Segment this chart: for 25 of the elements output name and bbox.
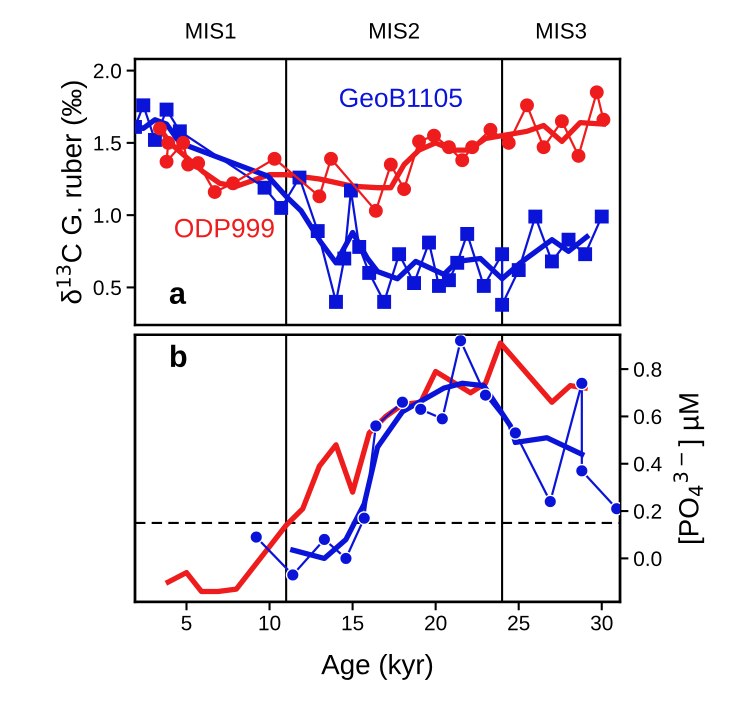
y2-tick-label: 0.6 (634, 409, 662, 424)
annotation: b (170, 344, 186, 368)
y2-axis-title: [PO$_{4}$$^{3−}$] µM (673, 394, 704, 544)
annotation: a (170, 287, 186, 304)
x-tick-label: 20 (425, 616, 446, 630)
y-axis-title: δ$^{13}$C G. ruber (‰) (56, 81, 87, 304)
y-tick-label: 0.5 (94, 280, 121, 296)
y2-tick-label: 0.8 (634, 362, 662, 377)
x-tick-label: 10 (260, 616, 280, 630)
y2-tick-label: 0.4 (634, 456, 662, 472)
y2-tick-label: 0.0 (634, 551, 662, 566)
y2-tick-label: 0.2 (634, 504, 662, 519)
x-tick-label: 30 (590, 616, 613, 630)
x-tick-label: 5 (182, 616, 192, 630)
x-tick-label: 25 (508, 616, 530, 630)
text: GeoB1105 (340, 88, 462, 108)
y-tick-label: 1.0 (94, 208, 121, 223)
y-tick-label: 1.5 (94, 136, 121, 151)
x-axis-title: Age (kyr) (321, 654, 432, 680)
text: MIS2 (370, 22, 419, 39)
y-tick-label: 2.0 (94, 64, 121, 78)
series-label: ODP999 (175, 218, 274, 238)
text: MIS1 (186, 22, 236, 39)
x-tick-label: 15 (342, 616, 364, 630)
text: MIS3 (536, 22, 586, 39)
